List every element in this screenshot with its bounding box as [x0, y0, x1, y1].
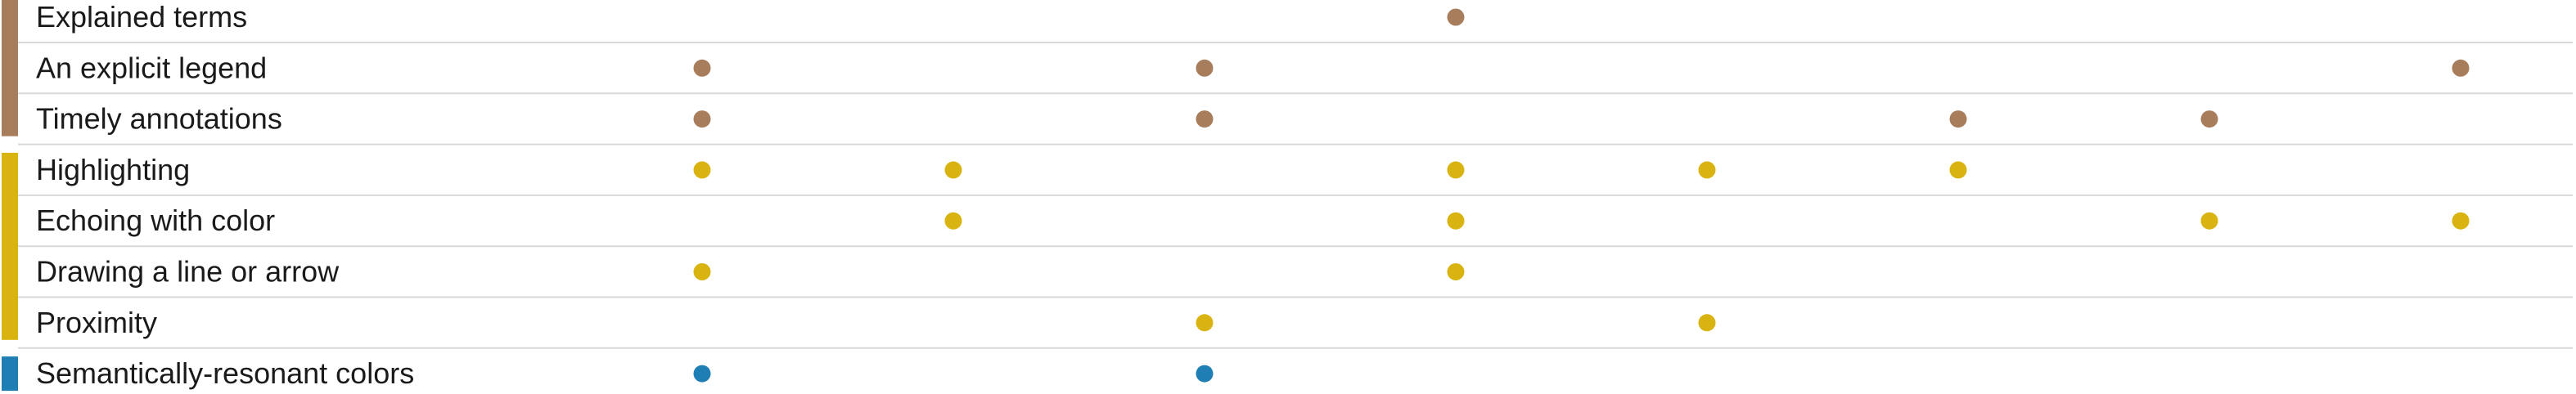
data-dot: [1698, 314, 1716, 332]
data-dot: [693, 110, 711, 128]
group-bar-0: [2, 0, 18, 137]
group-bar-1: [2, 152, 18, 340]
row-label: Echoing with color: [36, 204, 275, 237]
data-dot: [1949, 110, 1967, 128]
data-dot: [2200, 212, 2218, 230]
data-dot: [2200, 110, 2218, 128]
data-dot: [693, 161, 711, 179]
data-dot: [1196, 365, 1214, 383]
data-dot: [1447, 8, 1465, 26]
data-dot: [693, 263, 711, 280]
data-dot: [1447, 212, 1465, 230]
data-dot: [944, 161, 962, 179]
row-label: Proximity: [36, 306, 157, 339]
data-dot: [1698, 161, 1716, 179]
data-dot: [1949, 161, 1967, 179]
data-dot: [1196, 314, 1214, 332]
data-dot: [944, 212, 962, 230]
data-dot: [1196, 110, 1214, 128]
data-dot: [693, 365, 711, 383]
row-label: Explained terms: [36, 0, 247, 34]
data-dot: [2452, 59, 2470, 77]
group-bar-2: [2, 356, 18, 392]
row-label: Highlighting: [36, 153, 190, 186]
data-dot: [1447, 161, 1465, 179]
data-dot: [1196, 59, 1214, 77]
row-label: Drawing a line or arrow: [36, 255, 340, 289]
row-label: Semantically-resonant colors: [36, 356, 414, 390]
row-label: An explicit legend: [36, 51, 267, 84]
data-dot: [2452, 212, 2470, 230]
row-label: Timely annotations: [36, 102, 282, 136]
data-dot: [693, 59, 711, 77]
data-dot: [1447, 263, 1465, 280]
